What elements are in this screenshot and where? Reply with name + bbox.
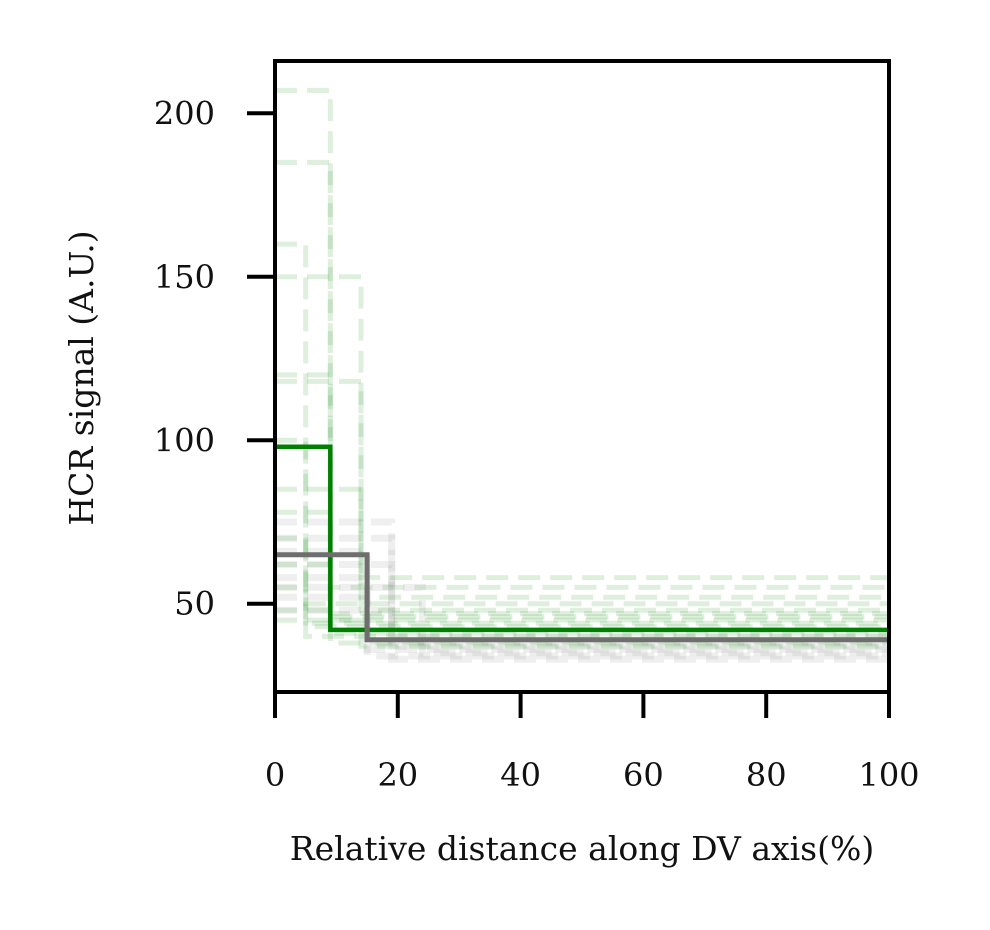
green-background-trace [275,378,889,600]
mean-traces [275,444,889,643]
x-tick-label: 20 [377,756,418,794]
plot-frame [273,59,891,694]
gray-background-trace [275,583,889,657]
green-mean-trace [275,444,889,633]
x-axis-label: Relative distance along DV axis(%) [290,829,874,868]
y-tick-label: 150 [154,258,215,296]
y-axis: 50 100 150 200 [154,94,275,623]
green-background-trace [275,241,889,626]
green-background-trace [275,617,889,649]
y-axis-label: HCR signal (A.U.) [62,230,101,525]
x-tick-label: 0 [265,756,285,794]
y-tick-label: 50 [174,585,215,623]
x-tick-label: 40 [500,756,541,794]
x-tick-label: 100 [858,756,919,794]
green-background-trace [275,437,889,607]
green-background-trace [275,87,889,616]
x-axis: 0 20 40 60 80 100 [265,692,920,794]
gray-background-trace [275,593,889,660]
green-background-trace [275,486,889,613]
green-background-trace [275,159,889,623]
green-background-trace [275,274,889,581]
green-background-trace [275,584,889,639]
x-tick-label: 80 [746,756,787,794]
x-tick-label: 60 [623,756,664,794]
gray-background-trace [275,606,889,663]
gray-background-trace [275,518,889,640]
y-tick-label: 200 [154,94,215,132]
gray-mean-trace [275,552,889,643]
y-tick-label: 100 [154,421,215,459]
green-background-trace [275,562,889,636]
green-background-trace [275,535,889,630]
